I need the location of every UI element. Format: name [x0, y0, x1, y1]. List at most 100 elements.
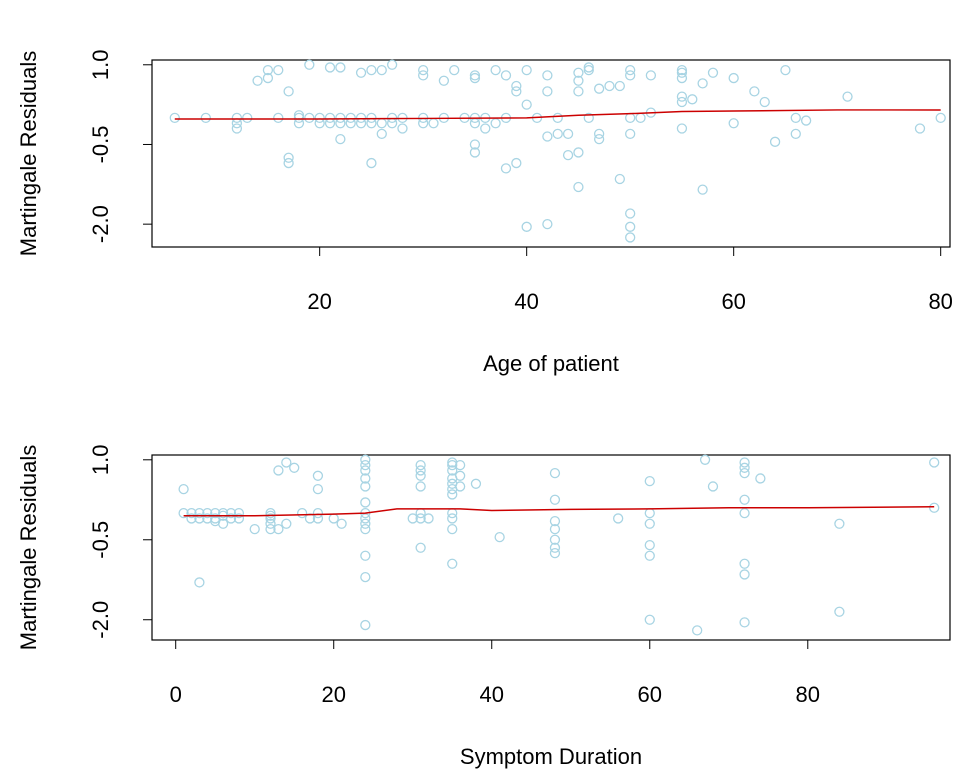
point	[759, 96, 770, 108]
point	[739, 569, 750, 580]
point	[749, 86, 760, 97]
point	[415, 459, 426, 471]
point	[644, 550, 655, 561]
point	[707, 481, 719, 492]
point	[562, 128, 574, 139]
point	[186, 507, 197, 519]
point	[335, 62, 346, 73]
point	[755, 473, 766, 484]
point	[283, 157, 294, 169]
y-tick-label: -0.5	[88, 126, 113, 164]
point	[233, 507, 245, 519]
point	[914, 123, 926, 134]
point	[355, 118, 367, 129]
point	[194, 507, 205, 519]
point	[360, 481, 371, 492]
point	[200, 112, 211, 124]
point	[217, 518, 229, 529]
x-tick-label: 20	[321, 682, 345, 707]
point	[415, 542, 426, 553]
point	[739, 462, 750, 473]
point	[454, 481, 466, 492]
x-axis-title: Symptom Duration	[460, 744, 642, 769]
point	[314, 112, 325, 124]
point	[262, 72, 274, 84]
point	[355, 67, 367, 78]
point	[376, 64, 387, 76]
point	[360, 513, 371, 524]
point	[549, 467, 561, 479]
point	[692, 625, 703, 636]
point	[549, 494, 561, 505]
point	[583, 64, 594, 76]
point	[573, 86, 584, 97]
point	[447, 558, 458, 569]
point	[447, 465, 458, 476]
point	[728, 72, 739, 84]
point	[676, 91, 688, 102]
point	[415, 507, 426, 519]
plot-box	[151, 59, 951, 248]
point	[490, 118, 501, 129]
point	[469, 147, 481, 158]
point	[217, 507, 229, 519]
point	[935, 112, 946, 124]
point	[511, 86, 522, 97]
point	[366, 112, 377, 124]
point	[273, 64, 284, 76]
point	[644, 539, 655, 551]
point	[739, 507, 750, 519]
point	[739, 558, 750, 569]
point	[283, 86, 294, 97]
point	[470, 478, 482, 489]
point	[447, 523, 458, 535]
point	[454, 470, 466, 481]
point	[314, 118, 325, 129]
point	[360, 465, 371, 476]
point	[418, 70, 429, 81]
point	[625, 208, 636, 219]
point	[739, 494, 750, 505]
point	[265, 507, 276, 519]
point	[194, 513, 205, 524]
point	[447, 507, 458, 519]
point	[480, 123, 491, 134]
point	[231, 123, 243, 134]
x-tick-label: 40	[514, 289, 538, 314]
point	[780, 64, 791, 76]
point	[273, 465, 284, 476]
point	[312, 483, 324, 495]
point	[697, 78, 708, 89]
point	[360, 619, 371, 631]
point	[225, 507, 237, 519]
point	[469, 70, 481, 81]
point	[312, 470, 324, 481]
point	[397, 123, 408, 134]
point	[360, 459, 371, 471]
y-tick-label: 1.0	[88, 445, 113, 476]
point	[265, 518, 276, 529]
point	[360, 473, 371, 484]
point	[335, 118, 346, 129]
point	[366, 157, 377, 169]
point	[386, 118, 398, 129]
point	[549, 515, 561, 527]
point	[312, 507, 324, 519]
point	[645, 70, 657, 81]
point	[707, 67, 719, 78]
point	[583, 62, 594, 73]
point	[676, 64, 688, 76]
point	[281, 457, 292, 468]
point	[593, 128, 605, 139]
point	[500, 70, 512, 81]
point	[573, 75, 584, 86]
point	[687, 94, 698, 105]
point	[739, 617, 750, 628]
point	[542, 131, 553, 142]
point	[407, 513, 418, 524]
point	[233, 513, 245, 524]
point	[366, 118, 377, 129]
point	[249, 523, 260, 535]
point	[593, 83, 605, 94]
point	[494, 531, 505, 543]
